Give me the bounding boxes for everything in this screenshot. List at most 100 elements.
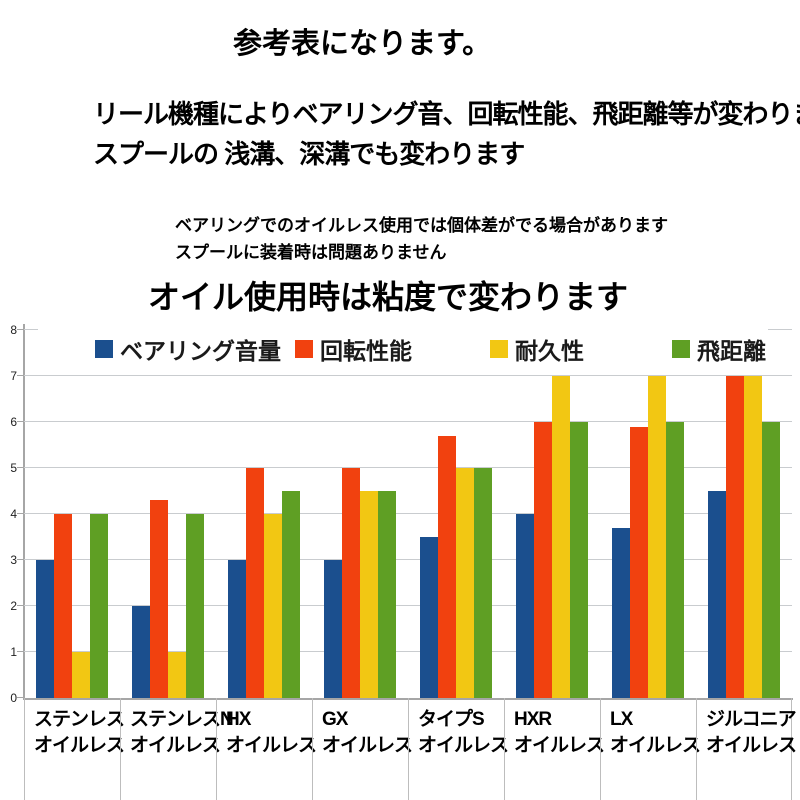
category-label-line2: オイルレス xyxy=(34,735,125,756)
category-label-line2: オイルレス xyxy=(130,735,221,756)
bar-group-5 xyxy=(408,330,504,698)
note-line-1: ベアリングでのオイルレス使用では個体差がでる場合があります xyxy=(175,216,668,235)
description-line-2: スプールの 浅溝、深溝でも変わります xyxy=(93,139,525,169)
y-tick-3 xyxy=(17,559,24,560)
legend-item-2: 回転性能 xyxy=(295,337,412,364)
bar xyxy=(324,560,342,698)
gridline-y-1 xyxy=(24,651,792,652)
bar-group-6 xyxy=(504,330,600,698)
category-label-line1: ステンレス xyxy=(34,709,125,730)
category-cell-2: ステンレスN オイルレス xyxy=(120,698,234,800)
category-label-line2: オイルレス xyxy=(226,735,317,756)
legend-item-4: 飛距離 xyxy=(672,337,766,364)
bar xyxy=(666,422,684,698)
bar xyxy=(264,514,282,698)
gridline-y-6 xyxy=(24,421,792,422)
bar xyxy=(150,500,168,698)
bar xyxy=(132,606,150,698)
legend-label: 耐久性 xyxy=(515,338,584,364)
y-axis-label-8: 8 xyxy=(10,323,17,337)
bar xyxy=(726,376,744,698)
legend-color-swatch-icon xyxy=(295,340,313,358)
bar xyxy=(246,468,264,698)
bar xyxy=(744,376,762,698)
page-title: 参考表になります。 xyxy=(233,28,492,60)
bar xyxy=(186,514,204,698)
y-axis-label-6: 6 xyxy=(10,415,17,429)
description-line-1: リール機種によりベアリング音、回転性能、飛距離等が変わります。 xyxy=(93,99,800,129)
bar-group-2 xyxy=(120,330,216,698)
legend-item-1: ベアリング音量 xyxy=(95,337,281,364)
y-axis-line xyxy=(23,324,25,700)
legend-color-swatch-icon xyxy=(95,340,113,358)
bar xyxy=(228,560,246,698)
category-cell-4: GX オイルレス xyxy=(312,698,413,800)
category-label-line1: ジルコニア xyxy=(706,709,797,730)
category-cell-7: LX オイルレス xyxy=(600,698,701,800)
chart-subtitle: オイル使用時は粘度で変わります xyxy=(148,279,629,315)
category-label-line1: GX xyxy=(322,709,348,730)
category-label-line2: オイルレス xyxy=(610,735,701,756)
bar-group-3 xyxy=(216,330,312,698)
y-axis-label-2: 2 xyxy=(10,599,17,613)
note-line-2: スプールに装着時は問題ありません xyxy=(175,243,447,262)
category-label-line2: オイルレス xyxy=(322,735,413,756)
bar xyxy=(378,491,396,698)
bar xyxy=(630,427,648,698)
legend-item-3: 耐久性 xyxy=(490,337,584,364)
bar xyxy=(534,422,552,698)
legend-color-swatch-icon xyxy=(490,340,508,358)
bar xyxy=(762,422,780,698)
category-cell-1: ステンレスオイルレス xyxy=(24,698,125,800)
bar-group-1 xyxy=(24,330,120,698)
y-tick-0 xyxy=(17,697,24,698)
plot-area: ベアリング音量 回転性能 耐久性 飛距離 xyxy=(17,324,793,700)
category-label-line1: LX xyxy=(610,709,633,730)
y-axis-label-3: 3 xyxy=(10,553,17,567)
category-label-line1: ステンレスN xyxy=(130,709,234,730)
category-cell-6: HXR オイルレス xyxy=(504,698,605,800)
y-tick-1 xyxy=(17,651,24,652)
gridline-y-5 xyxy=(24,467,792,468)
bar xyxy=(612,528,630,698)
legend-label: 回転性能 xyxy=(320,338,412,364)
category-label-line1: HXR xyxy=(514,709,552,730)
y-tick-5 xyxy=(17,467,24,468)
bar xyxy=(516,514,534,698)
bar xyxy=(708,491,726,698)
legend-background xyxy=(38,326,768,366)
legend-label: 飛距離 xyxy=(697,338,766,364)
category-cell-3: HX オイルレス xyxy=(216,698,317,800)
legend-label: ベアリング音量 xyxy=(120,338,281,364)
y-tick-2 xyxy=(17,605,24,606)
gridline-y-7 xyxy=(24,375,792,376)
y-axis-label-7: 7 xyxy=(10,369,17,383)
category-label-line2: オイルレス xyxy=(514,735,605,756)
bar xyxy=(342,468,360,698)
bar xyxy=(36,560,54,698)
bar xyxy=(72,652,90,698)
gridline-y-3 xyxy=(24,559,792,560)
category-label-line1: HX xyxy=(226,709,251,730)
bar xyxy=(474,468,492,698)
bar-group-8 xyxy=(696,330,792,698)
bar xyxy=(168,652,186,698)
bar-group-4 xyxy=(312,330,408,698)
y-tick-4 xyxy=(17,513,24,514)
category-cell-5: タイプS オイルレス xyxy=(408,698,509,800)
gridline-y-4 xyxy=(24,513,792,514)
bar-group-7 xyxy=(600,330,696,698)
bar xyxy=(570,422,588,698)
bar xyxy=(552,376,570,698)
bar xyxy=(360,491,378,698)
y-tick-6 xyxy=(17,421,24,422)
legend-color-swatch-icon xyxy=(672,340,690,358)
bar xyxy=(420,537,438,698)
y-axis-label-1: 1 xyxy=(10,645,17,659)
y-axis-label-0: 0 xyxy=(10,691,17,705)
y-tick-8 xyxy=(17,329,24,330)
y-axis-label-5: 5 xyxy=(10,461,17,475)
category-label-line2: オイルレス xyxy=(706,735,797,756)
gridline-y-2 xyxy=(24,605,792,606)
bar xyxy=(54,514,72,698)
